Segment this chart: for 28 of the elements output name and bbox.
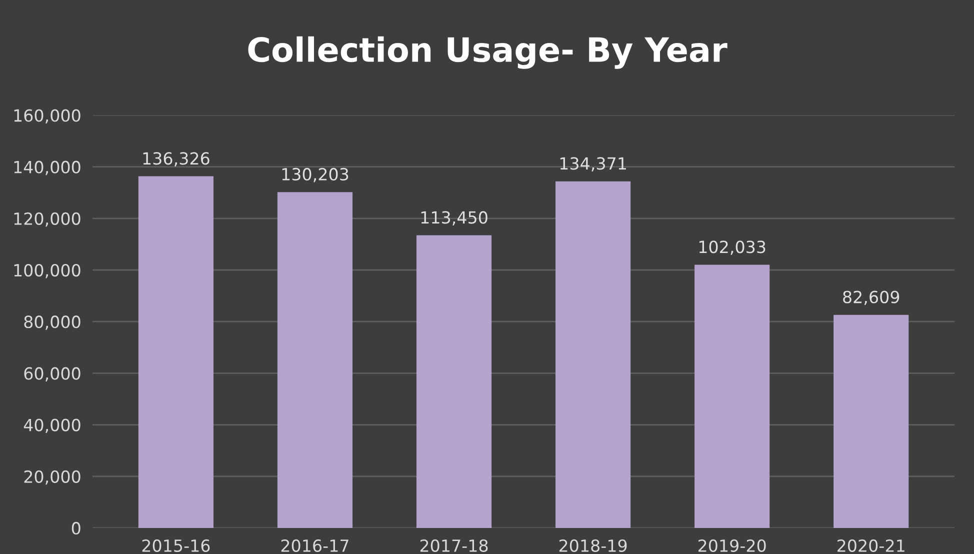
data-label: 102,033: [699, 240, 766, 255]
bar: [138, 176, 214, 528]
bar: [277, 192, 353, 528]
x-tick-label: 2017-18: [420, 539, 488, 552]
y-tick-label: 120,000: [14, 212, 80, 227]
x-tick-label: 2016-17: [281, 539, 348, 552]
x-tick-label: 2020-21: [838, 539, 904, 552]
y-tick-label: 100,000: [14, 264, 80, 278]
y-tick-label: 80,000: [24, 316, 80, 330]
y-tick-label: 20,000: [24, 470, 80, 485]
y-tick-label: 0: [72, 522, 80, 535]
data-label: 136,326: [143, 152, 210, 166]
x-tick-label: 2019-20: [698, 539, 766, 552]
bar: [416, 235, 492, 528]
data-label: 134,371: [560, 157, 626, 172]
x-tick-label: 2018-19: [559, 539, 627, 552]
data-label: 82,609: [843, 290, 900, 306]
bar: [834, 314, 909, 528]
x-tick-label: 2015-16: [142, 539, 210, 552]
data-label: 130,203: [282, 168, 348, 182]
y-tick-label: 60,000: [24, 367, 80, 382]
bar: [556, 181, 631, 528]
y-tick-label: 140,000: [14, 160, 80, 176]
bar: [694, 264, 770, 528]
y-tick-label: 160,000: [14, 109, 80, 124]
chart-title: Collection Usage- By Year: [248, 36, 728, 69]
data-label: 113,450: [421, 211, 488, 226]
y-tick-label: 40,000: [24, 418, 80, 434]
